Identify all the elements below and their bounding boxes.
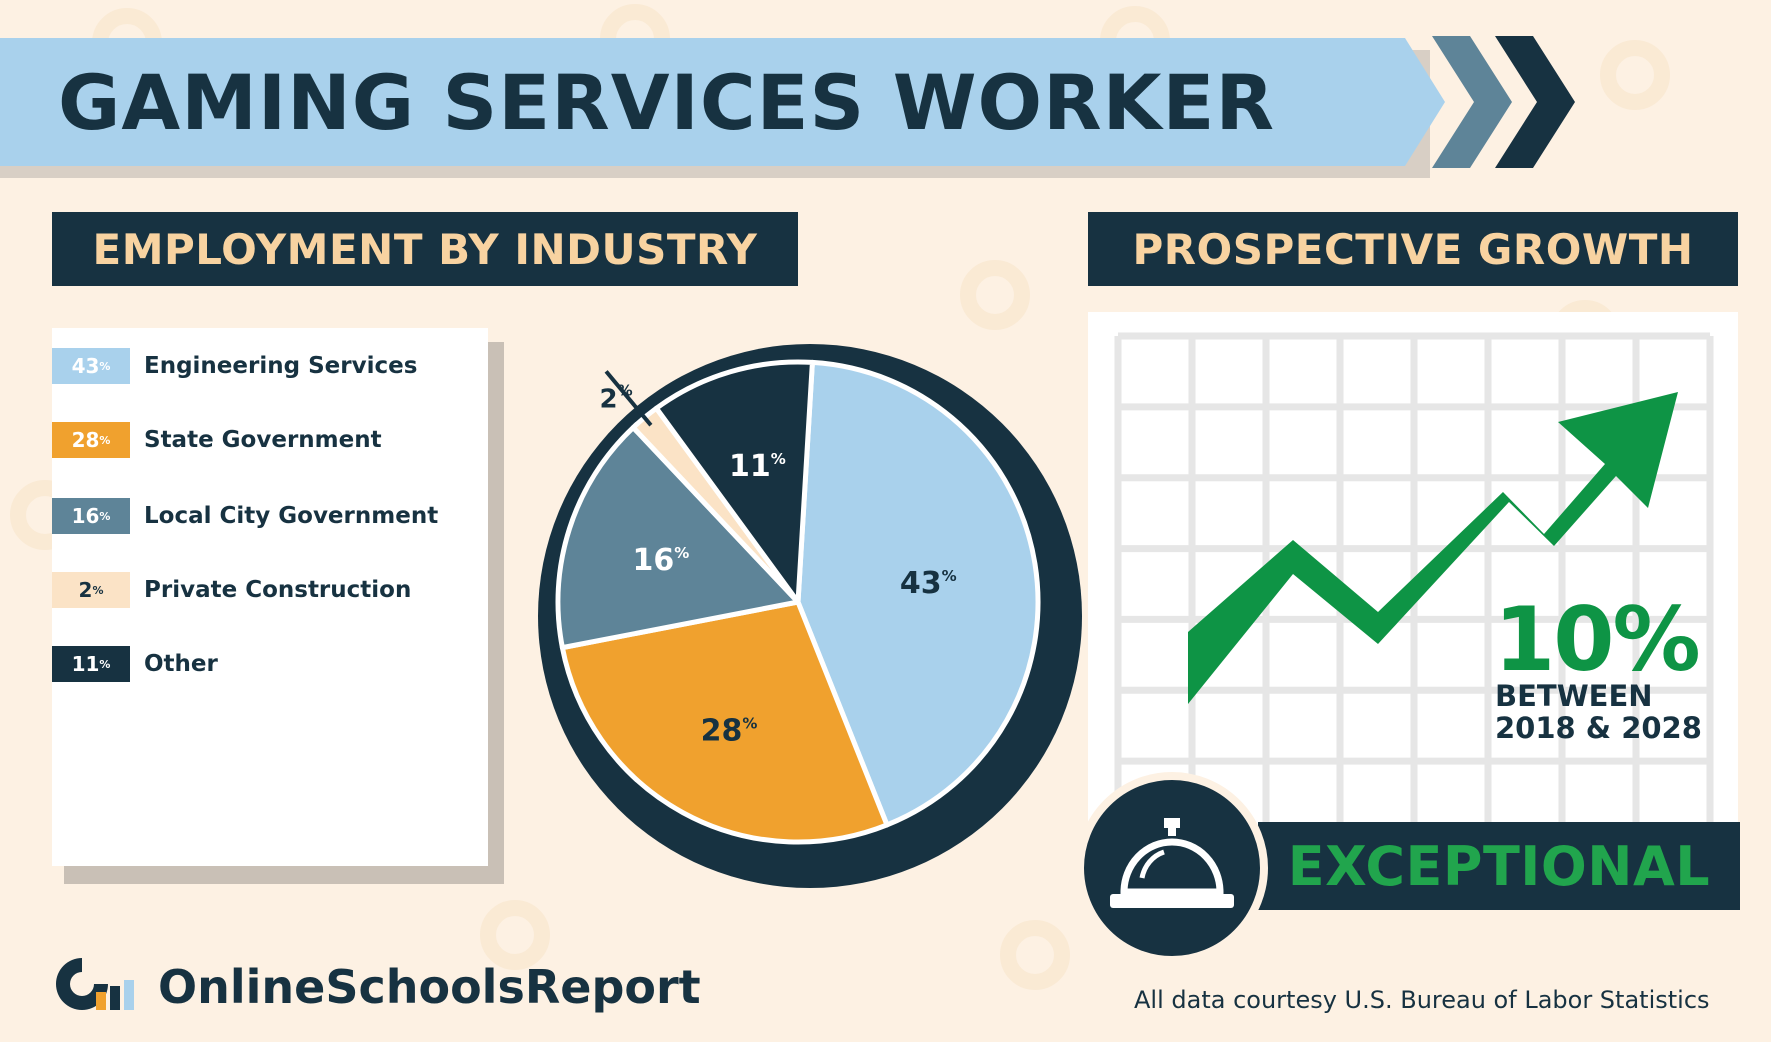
legend-swatch: 43% — [52, 348, 130, 384]
legend-value: 43 — [71, 354, 100, 378]
employment-section-title: EMPLOYMENT BY INDUSTRY — [52, 212, 798, 286]
bell-circle — [1076, 772, 1268, 964]
legend-item: 2% Private Construction — [52, 572, 411, 608]
brand-name: OnlineSchoolsReport — [158, 960, 701, 1014]
legend-label: Other — [144, 651, 218, 677]
pie-slice — [795, 359, 1041, 828]
legend-item: 16% Local City Government — [52, 498, 438, 534]
growth-chart — [1114, 332, 1714, 832]
employment-pie-chart: 43%28%16%2%11% — [538, 344, 1082, 888]
pie-data-label-value: 28 — [701, 713, 743, 748]
pie-data-label-value: 16 — [633, 543, 675, 578]
watermark-icon — [960, 260, 1030, 330]
page-title: GAMING SERVICES WORKER — [58, 58, 1275, 147]
growth-rating: EXCEPTIONAL — [1258, 822, 1740, 910]
data-credit: All data courtesy U.S. Bureau of Labor S… — [1134, 986, 1710, 1014]
legend-unit: % — [99, 433, 111, 447]
pie-data-label-value: 2 — [600, 384, 618, 414]
legend-swatch: 16% — [52, 498, 130, 534]
legend-unit: % — [99, 657, 111, 671]
pie-data-label: 28% — [701, 713, 758, 748]
growth-period: BETWEEN 2018 & 2028 — [1495, 680, 1702, 744]
pie-data-label-unit: % — [674, 544, 689, 562]
growth-period-range: 2018 & 2028 — [1495, 711, 1702, 745]
pie-data-label: 2% — [600, 381, 633, 414]
pie-data-label-unit: % — [942, 567, 957, 585]
legend-value: 11 — [71, 652, 100, 676]
legend-item: 28% State Government — [52, 422, 382, 458]
legend-swatch: 28% — [52, 422, 130, 458]
growth-section-title: PROSPECTIVE GROWTH — [1088, 212, 1738, 286]
watermark-icon — [1600, 40, 1670, 110]
pie-slice — [559, 599, 890, 845]
onlineschoolsreport-logo-icon — [56, 958, 134, 1010]
legend-label: Local City Government — [144, 503, 439, 529]
legend-value: 2 — [78, 578, 93, 602]
legend-label: State Government — [144, 427, 382, 453]
legend-swatch: 11% — [52, 646, 130, 682]
pie-legend: 43% Engineering Services 28% State Governme… — [52, 328, 488, 866]
pie-data-label-unit: % — [742, 714, 757, 732]
legend-value: 16 — [71, 504, 100, 528]
pie-data-label-unit: % — [618, 381, 633, 399]
pie-data-label: 11% — [729, 449, 786, 484]
legend-unit: % — [92, 583, 104, 597]
pie-slice — [653, 359, 815, 605]
pie-data-label-value: 11 — [729, 449, 771, 484]
legend-item: 11% Other — [52, 646, 218, 682]
legend-swatch: 2% — [52, 572, 130, 608]
growth-period-label: BETWEEN — [1495, 679, 1653, 713]
pie-data-label-unit: % — [771, 450, 786, 468]
pie-slice — [555, 425, 801, 651]
pie-callout-line — [604, 370, 653, 427]
pie-data-label: 16% — [633, 543, 690, 578]
legend-unit: % — [99, 359, 111, 373]
growth-value: 10% — [1494, 588, 1701, 691]
pie-data-label-value: 43 — [900, 566, 942, 601]
title-banner — [0, 38, 1445, 166]
legend-label: Engineering Services — [144, 353, 418, 379]
legend-label: Private Construction — [144, 577, 412, 603]
growth-trend-arrow — [1188, 392, 1678, 704]
service-bell-icon — [1110, 818, 1234, 908]
legend-value: 28 — [71, 428, 100, 452]
legend-unit: % — [99, 509, 111, 523]
legend-item: 43% Engineering Services — [52, 348, 417, 384]
pie-data-label: 43% — [900, 566, 957, 601]
